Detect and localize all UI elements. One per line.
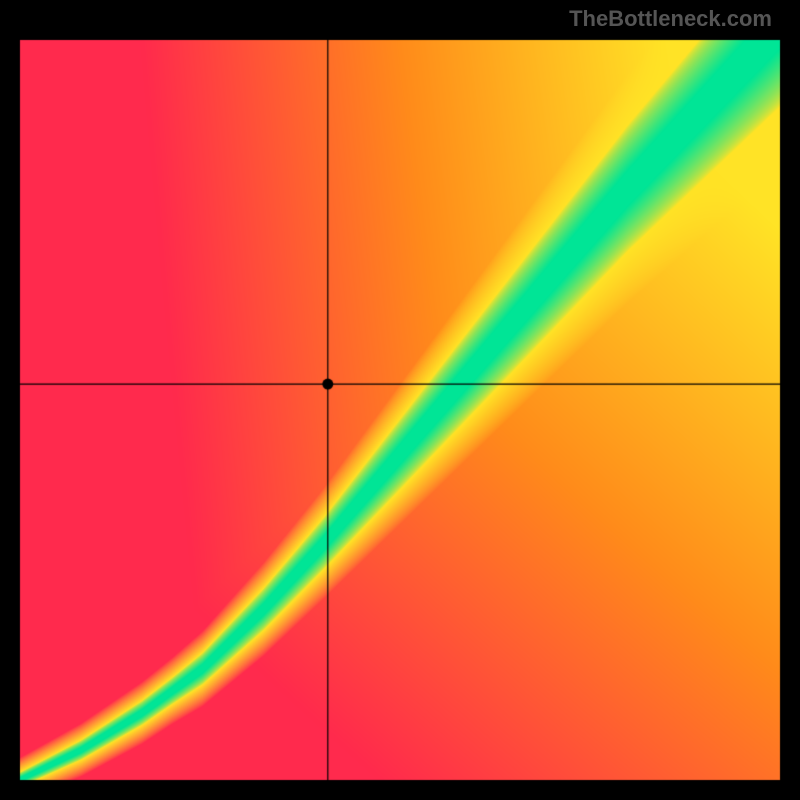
chart-container: TheBottleneck.com [0, 0, 800, 800]
watermark-text: TheBottleneck.com [569, 6, 772, 32]
heatmap-canvas [0, 0, 800, 800]
